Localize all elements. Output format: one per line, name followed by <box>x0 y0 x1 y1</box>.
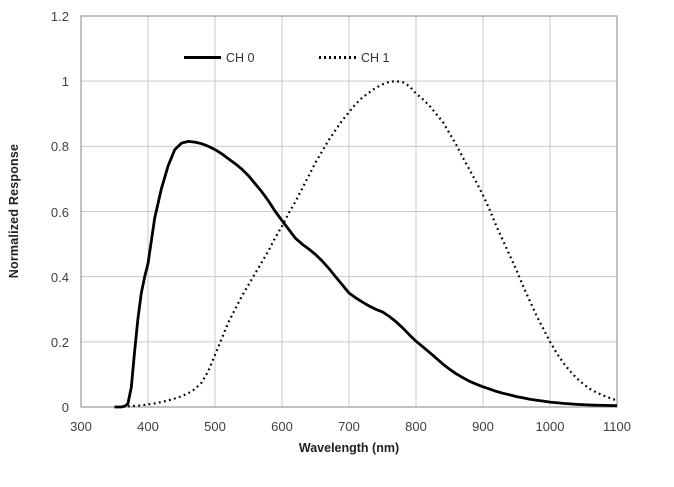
x-tick-label: 800 <box>405 419 427 434</box>
x-axis-title: Wavelength (nm) <box>298 441 400 455</box>
legend-item-ch1: CH 1 <box>319 50 389 65</box>
legend-label-ch1: CH 1 <box>361 50 390 65</box>
y-tick-label: 1 <box>61 74 69 90</box>
x-tick-label: 500 <box>204 419 226 434</box>
ch0-solid-line-swatch-icon <box>184 56 221 59</box>
x-tick-label: 1000 <box>535 419 565 434</box>
y-tick-label: 0.4 <box>50 269 69 285</box>
x-tick-label: 900 <box>472 419 494 434</box>
legend-label-ch0: CH 0 <box>226 50 255 65</box>
x-tick-label: 400 <box>137 419 159 434</box>
y-tick-label: 0 <box>61 400 69 415</box>
ch0-curve <box>114 140 618 409</box>
y-tick-label: 0.6 <box>50 204 69 220</box>
x-tick-label: 700 <box>338 419 360 434</box>
x-tick-label: 600 <box>271 419 293 434</box>
y-tick-label: 1.2 <box>50 9 69 24</box>
legend-item-ch0: CH 0 <box>184 50 254 65</box>
ch1-dotted-line-swatch-icon <box>319 56 356 59</box>
y-axis-title: Normalized Response <box>7 143 21 279</box>
x-tick-label: 300 <box>70 419 92 434</box>
x-tick-label: 1100 <box>603 419 631 434</box>
y-tick-label: 0.8 <box>50 139 69 155</box>
y-tick-label: 0.2 <box>50 334 69 350</box>
ch1-curve <box>127 80 618 408</box>
plot-border <box>80 15 618 408</box>
